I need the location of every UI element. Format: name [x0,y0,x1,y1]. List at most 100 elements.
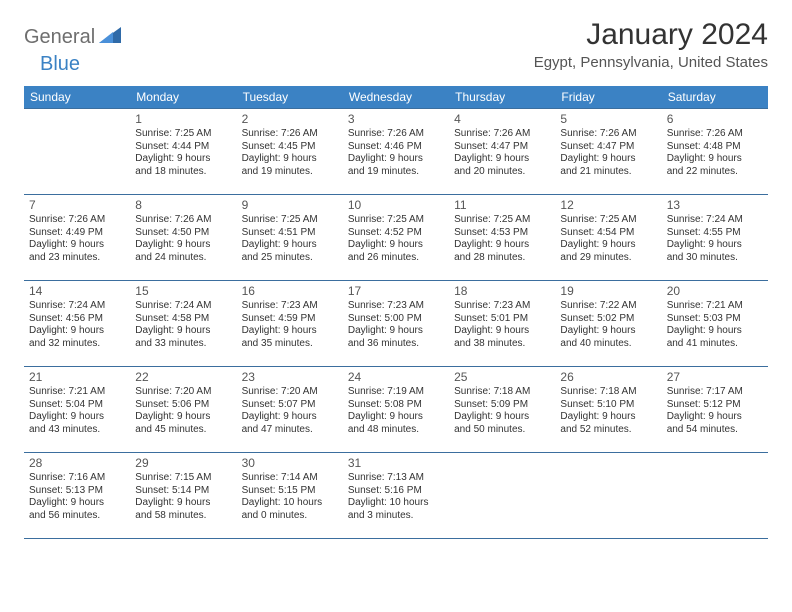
sunset-text: Sunset: 4:55 PM [667,227,763,240]
sunrise-text: Sunrise: 7:26 AM [135,214,231,227]
daylight-text: Daylight: 9 hours [242,153,338,166]
day-number: 24 [348,370,444,385]
daylight-text: Daylight: 9 hours [29,497,125,510]
daylight-text: and 28 minutes. [454,252,550,265]
sunset-text: Sunset: 4:50 PM [135,227,231,240]
calendar-day-cell: 28Sunrise: 7:16 AMSunset: 5:13 PMDayligh… [24,453,130,539]
sunrise-text: Sunrise: 7:26 AM [242,128,338,141]
sunset-text: Sunset: 5:06 PM [135,399,231,412]
brand-text-1: General [24,26,95,49]
daylight-text: and 52 minutes. [560,424,656,437]
daylight-text: Daylight: 9 hours [454,239,550,252]
daylight-text: Daylight: 9 hours [242,239,338,252]
calendar-day-cell: 18Sunrise: 7:23 AMSunset: 5:01 PMDayligh… [449,281,555,367]
calendar-day-cell: 21Sunrise: 7:21 AMSunset: 5:04 PMDayligh… [24,367,130,453]
weekday-header: Monday [130,86,236,109]
daylight-text: Daylight: 9 hours [560,239,656,252]
day-number: 3 [348,112,444,127]
daylight-text: Daylight: 9 hours [348,239,444,252]
daylight-text: Daylight: 9 hours [29,411,125,424]
daylight-text: and 30 minutes. [667,252,763,265]
title-block: January 2024 Egypt, Pennsylvania, United… [534,18,768,71]
calendar-week-row: 1Sunrise: 7:25 AMSunset: 4:44 PMDaylight… [24,109,768,195]
sunrise-text: Sunrise: 7:25 AM [348,214,444,227]
day-number: 30 [242,456,338,471]
calendar-day-cell: 13Sunrise: 7:24 AMSunset: 4:55 PMDayligh… [662,195,768,281]
day-number: 16 [242,284,338,299]
calendar-day-cell: 5Sunrise: 7:26 AMSunset: 4:47 PMDaylight… [555,109,661,195]
calendar-day-cell: 19Sunrise: 7:22 AMSunset: 5:02 PMDayligh… [555,281,661,367]
day-number: 20 [667,284,763,299]
day-number: 25 [454,370,550,385]
calendar-day-cell: 23Sunrise: 7:20 AMSunset: 5:07 PMDayligh… [237,367,343,453]
daylight-text: and 48 minutes. [348,424,444,437]
daylight-text: and 20 minutes. [454,166,550,179]
daylight-text: Daylight: 9 hours [667,239,763,252]
daylight-text: and 56 minutes. [29,510,125,523]
day-number: 7 [29,198,125,213]
sunset-text: Sunset: 4:54 PM [560,227,656,240]
calendar-week-row: 7 Sunrise: 7:26 AM Sunset: 4:49 PM Daylight… [24,195,768,281]
daylight-text: and 40 minutes. [560,338,656,351]
sunrise-text: Sunrise: 7:21 AM [29,386,125,399]
day-number: 2 [242,112,338,127]
day-number: 13 [667,198,763,213]
sunrise-text: Sunrise: 7:25 AM [454,214,550,227]
daylight-text: and 21 minutes. [560,166,656,179]
day-number: 21 [29,370,125,385]
daylight-text: and 23 minutes. [29,252,125,265]
weekday-header: Thursday [449,86,555,109]
sunrise-text: Sunrise: 7:13 AM [348,472,444,485]
sunset-text: Sunset: 5:15 PM [242,485,338,498]
sunset-text: Sunset: 5:04 PM [29,399,125,412]
sunrise-text: Sunrise: 7:26 AM [454,128,550,141]
day-number: 10 [348,198,444,213]
sunset-text: Sunset: 5:09 PM [454,399,550,412]
month-title: January 2024 [534,18,768,52]
sunrise-text: Sunrise: 7:17 AM [667,386,763,399]
sunrise-text: Sunrise: 7:25 AM [560,214,656,227]
daylight-text: Daylight: 10 hours [242,497,338,510]
day-number: 8 [135,198,231,213]
day-number: 14 [29,284,125,299]
sunrise-text: Sunrise: 7:23 AM [454,300,550,313]
brand-triangle-icon [99,27,121,48]
calendar-day-cell: 29Sunrise: 7:15 AMSunset: 5:14 PMDayligh… [130,453,236,539]
sunset-text: Sunset: 4:47 PM [560,141,656,154]
sunrise-text: Sunrise: 7:15 AM [135,472,231,485]
sunrise-text: Sunrise: 7:24 AM [29,300,125,313]
sunset-text: Sunset: 4:49 PM [29,227,125,240]
sunrise-text: Sunrise: 7:26 AM [348,128,444,141]
sunrise-text: Sunrise: 7:26 AM [560,128,656,141]
daylight-text: and 0 minutes. [242,510,338,523]
sunset-text: Sunset: 4:47 PM [454,141,550,154]
daylight-text: Daylight: 9 hours [135,497,231,510]
sunset-text: Sunset: 5:14 PM [135,485,231,498]
weekday-header: Friday [555,86,661,109]
daylight-text: Daylight: 9 hours [242,411,338,424]
sunrise-text: Sunrise: 7:21 AM [667,300,763,313]
calendar-day-cell: 7Sunrise: 7:26 AMSunset: 4:49 PMDaylight… [24,195,130,281]
daylight-text: and 45 minutes. [135,424,231,437]
daylight-text: and 38 minutes. [454,338,550,351]
calendar-day-cell [24,109,130,195]
calendar-week-row: 14Sunrise: 7:24 AMSunset: 4:56 PMDayligh… [24,281,768,367]
daylight-text: Daylight: 9 hours [560,325,656,338]
daylight-text: and 32 minutes. [29,338,125,351]
calendar-table: Sunday Monday Tuesday Wednesday Thursday… [24,86,768,539]
day-number: 12 [560,198,656,213]
calendar-day-cell: 30Sunrise: 7:14 AMSunset: 5:15 PMDayligh… [237,453,343,539]
sunrise-text: Sunrise: 7:24 AM [135,300,231,313]
daylight-text: and 18 minutes. [135,166,231,179]
sunset-text: Sunset: 4:44 PM [135,141,231,154]
calendar-day-cell: 12Sunrise: 7:25 AMSunset: 4:54 PMDayligh… [555,195,661,281]
sunrise-text: Sunrise: 7:25 AM [242,214,338,227]
day-number: 9 [242,198,338,213]
calendar-day-cell: 27Sunrise: 7:17 AMSunset: 5:12 PMDayligh… [662,367,768,453]
daylight-text: Daylight: 9 hours [667,411,763,424]
location-label: Egypt, Pennsylvania, United States [534,54,768,71]
calendar-day-cell: 26Sunrise: 7:18 AMSunset: 5:10 PMDayligh… [555,367,661,453]
day-number: 6 [667,112,763,127]
calendar-day-cell: 22Sunrise: 7:20 AMSunset: 5:06 PMDayligh… [130,367,236,453]
sunrise-text: Sunrise: 7:23 AM [348,300,444,313]
